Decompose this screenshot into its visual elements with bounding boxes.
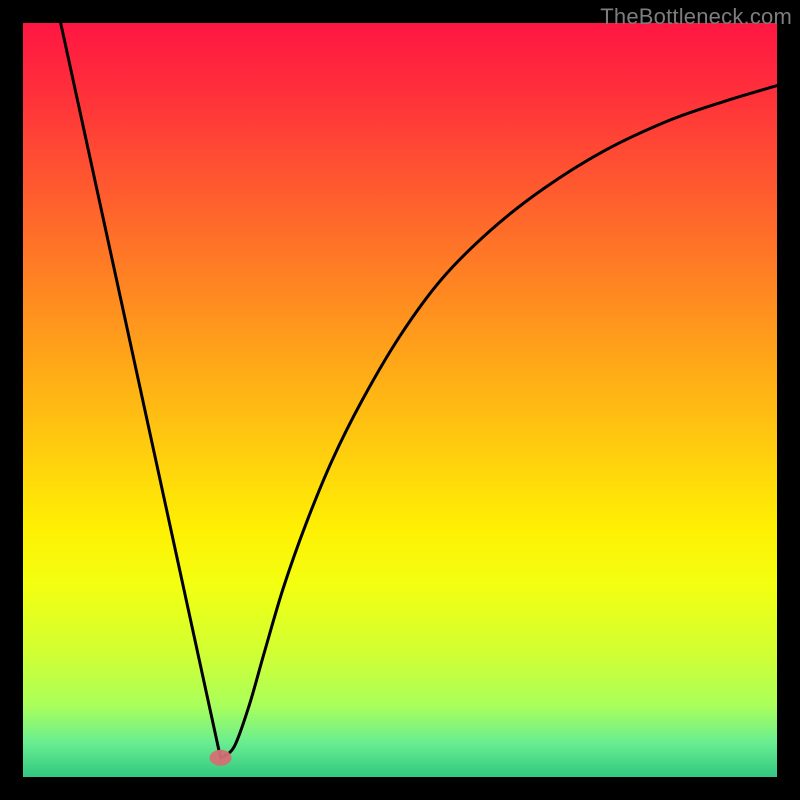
chart-curve: [23, 23, 777, 777]
chart-minimum-marker: [210, 750, 232, 766]
watermark-text: TheBottleneck.com: [600, 4, 792, 30]
chart-plot-area: [23, 23, 777, 777]
